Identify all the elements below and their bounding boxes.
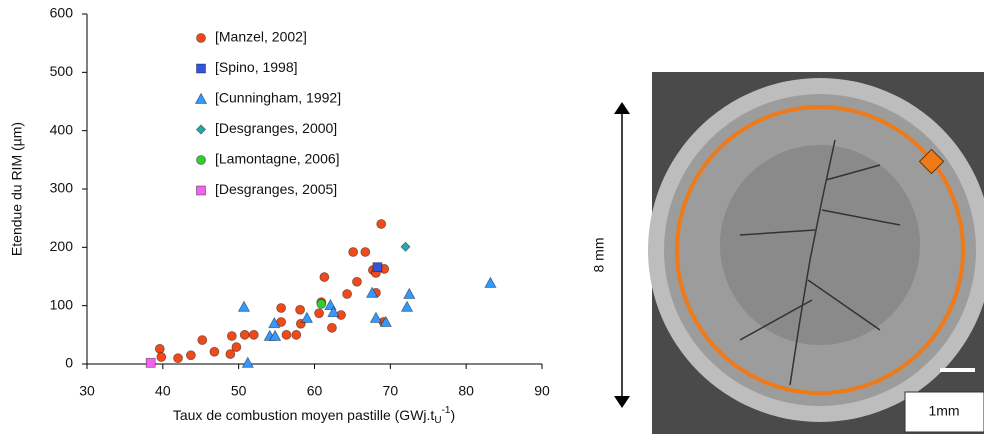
y-tick-label: 400: [50, 121, 74, 137]
point: [281, 329, 292, 340]
x-label-sup: -1: [442, 405, 451, 416]
y-tick-label: 500: [50, 63, 74, 79]
point: [342, 289, 353, 299]
x-label-close: ): [450, 407, 455, 423]
point: [369, 311, 383, 323]
legend-marker: [196, 185, 206, 196]
rim-marker: [918, 148, 945, 175]
legend-label: [Spino, 1998]: [215, 59, 298, 75]
point: [225, 349, 236, 359]
point: [276, 303, 287, 313]
legend-label: [Lamontagne, 2006]: [215, 151, 340, 167]
point: [324, 298, 337, 310]
pellet-core: [720, 145, 920, 345]
legend-label: [Cunningham, 1992]: [215, 90, 341, 106]
point: [300, 311, 314, 323]
point: [348, 247, 359, 257]
y-axis-label: Etendue du RIM (µm): [9, 122, 25, 256]
legend-label: [Desgranges, 2005]: [215, 181, 337, 197]
cracks: [739, 139, 901, 386]
point: [484, 276, 497, 288]
x-tick-label: 70: [383, 383, 399, 399]
dimension-arrow: 8 mm: [591, 102, 630, 408]
point: [365, 286, 379, 298]
point: [295, 304, 305, 315]
scale-box: [904, 391, 984, 433]
point: [352, 276, 362, 287]
rim-circle: [675, 105, 965, 395]
y-tick-label: 200: [50, 238, 74, 254]
x-tick-label: 90: [534, 383, 550, 399]
x-tick-label: 60: [307, 383, 323, 399]
point: [291, 329, 302, 340]
y-tick-label: 0: [65, 355, 73, 371]
x-tick-label: 80: [458, 383, 474, 399]
point: [226, 331, 237, 341]
point: [145, 357, 156, 368]
y-tick-label: 600: [50, 5, 74, 21]
legend-label: [Manzel, 2002]: [215, 29, 307, 45]
legend-marker: [196, 33, 206, 43]
photo: 1mm: [648, 72, 984, 434]
x-tick-label: 30: [79, 383, 95, 399]
height-label: 8 mm: [591, 238, 607, 273]
point: [248, 329, 259, 340]
point: [400, 241, 411, 252]
point: [268, 316, 281, 329]
point: [379, 315, 392, 327]
point: [156, 352, 167, 362]
legend-marker: [196, 155, 206, 165]
y-tick-label: 300: [50, 180, 74, 196]
point: [239, 329, 250, 340]
point: [197, 335, 208, 345]
point: [360, 247, 371, 257]
point: [185, 350, 196, 361]
point: [403, 287, 416, 299]
legend-marker: [195, 124, 207, 135]
point: [154, 343, 165, 354]
point: [316, 299, 327, 309]
legend-marker: [196, 63, 206, 74]
x-label-text: Taux de combustion moyen pastille (GWj.t: [173, 407, 435, 423]
y-tick-label: 100: [50, 296, 74, 312]
point: [376, 219, 387, 229]
point: [327, 305, 340, 317]
point: [372, 262, 383, 273]
x-label-sub: U: [434, 415, 441, 426]
legend-marker: [194, 92, 208, 104]
point: [173, 353, 183, 364]
point: [268, 329, 282, 341]
point: [237, 300, 251, 312]
x-axis-label: Taux de combustion moyen pastille (GWj.t…: [173, 405, 455, 426]
point: [400, 300, 414, 312]
point: [209, 346, 220, 357]
point: [327, 322, 337, 333]
x-tick-label: 50: [231, 383, 247, 399]
point: [241, 356, 254, 368]
point: [319, 272, 330, 282]
scale-label: 1mm: [928, 403, 959, 419]
legend-label: [Desgranges, 2000]: [215, 120, 337, 136]
point: [231, 342, 242, 352]
point: [314, 308, 324, 319]
x-tick-label: 40: [155, 383, 171, 399]
